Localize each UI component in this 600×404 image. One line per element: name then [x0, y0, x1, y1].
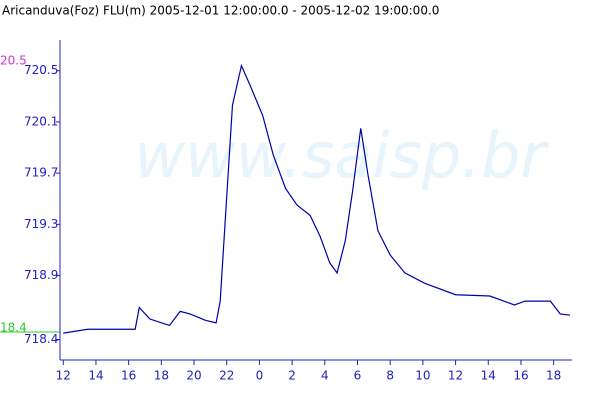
x-tick-label: 16: [513, 369, 528, 383]
x-tick-label: 14: [481, 369, 496, 383]
x-tick-label: 2: [288, 369, 296, 383]
x-tick-label: 18: [154, 369, 169, 383]
x-tick-label: 20: [186, 369, 201, 383]
y-tick-label: 719.3: [24, 217, 58, 231]
x-tick-label: 4: [321, 369, 329, 383]
data-line: [63, 63, 571, 334]
x-tick-label: 12: [448, 369, 463, 383]
x-tick-label: 22: [219, 369, 234, 383]
x-tick-label: 18: [546, 369, 561, 383]
x-tick-label: 10: [415, 369, 430, 383]
chart-title: Aricanduva(Foz) FLU(m) 2005-12-01 12:00:…: [2, 4, 439, 18]
watermark: www.saisp.br: [134, 119, 549, 192]
x-tick-label: 14: [88, 369, 103, 383]
x-tick-label: 16: [121, 369, 136, 383]
y-tick-label: 718.9: [24, 268, 58, 282]
x-tick-label: 8: [386, 369, 394, 383]
x-tick-label: 12: [56, 369, 71, 383]
min-annotation: 18.4: [0, 321, 27, 335]
x-tick-label: 0: [256, 369, 264, 383]
y-tick-label: 719.7: [24, 166, 58, 180]
x-tick-label: 6: [354, 369, 362, 383]
y-tick-label: 720.1: [24, 114, 58, 128]
y-tick-label: 720.5: [24, 63, 58, 77]
max-annotation: 20.5: [0, 54, 27, 68]
y-tick-label: 718.4: [24, 332, 58, 346]
